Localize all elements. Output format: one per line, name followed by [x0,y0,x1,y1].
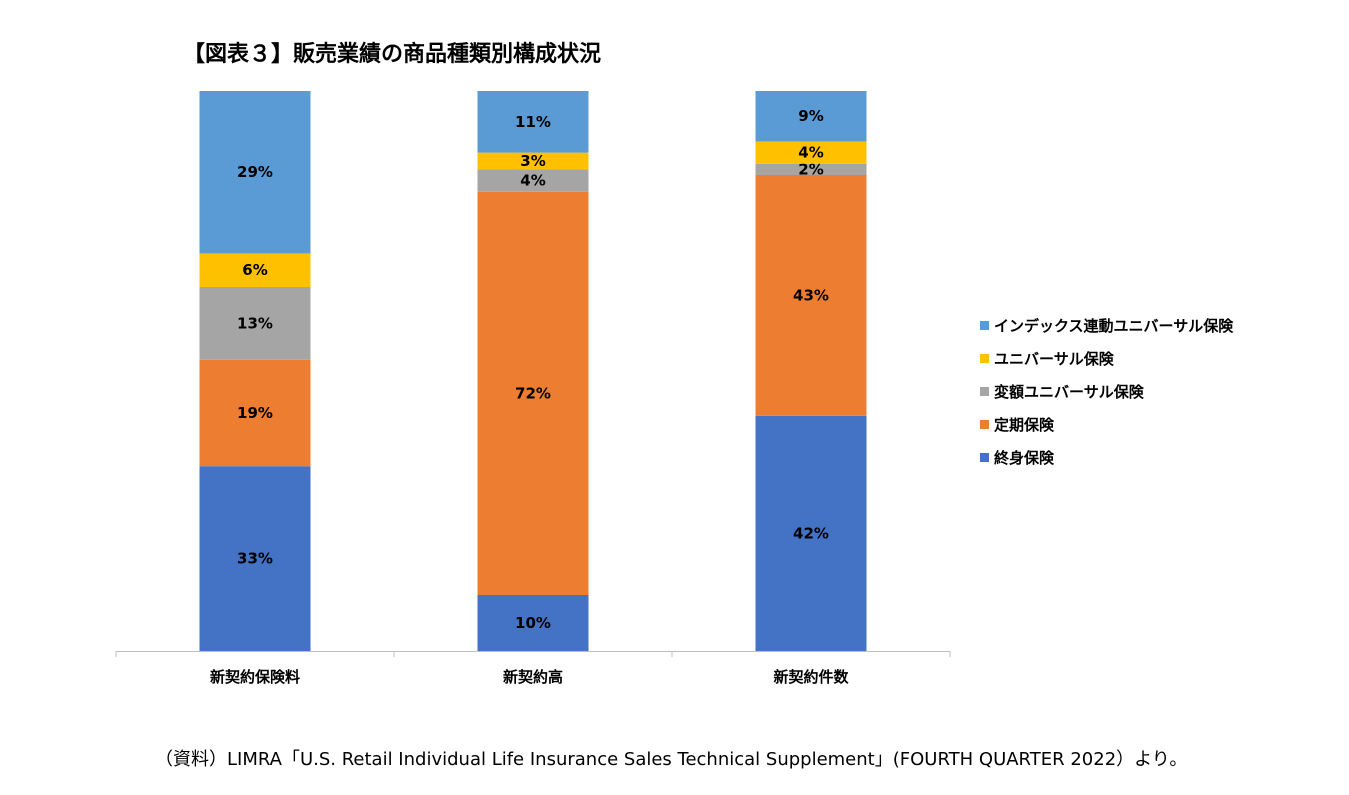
bar-segment [199,466,311,651]
data-label: 3% [520,152,545,170]
bar-segment [477,595,589,651]
bar-segment [755,141,867,164]
bar-segment [199,359,311,467]
chart-title: 【図表３】販売業績の商品種類別構成状況 [183,42,602,67]
legend-label: インデックス連動ユニバーサル保険 [994,317,1234,335]
bar-segment [199,91,311,254]
category-label: 新契約保険料 [210,668,300,686]
legend-item: ユニバーサル保険 [980,342,1233,375]
bar-segment [755,163,867,175]
bar-segment [477,191,589,596]
data-label: 42% [793,524,829,542]
bar-segment [755,415,867,651]
data-label: 29% [237,163,273,181]
legend-swatch [980,453,989,462]
data-label: 4% [798,144,823,162]
data-label: 10% [515,614,551,632]
data-label: 11% [515,113,551,131]
legend-item: 終身保険 [980,441,1233,474]
bar-segment [477,91,589,153]
legend-label: 変額ユニバーサル保険 [994,383,1144,401]
legend-label: 終身保険 [994,449,1055,467]
data-label: 13% [237,314,273,332]
bar-segment [199,287,311,360]
legend-label: ユニバーサル保険 [994,350,1114,368]
bar-segment [755,175,867,416]
bar-segment [755,91,867,142]
legend-swatch [980,321,989,330]
bar-segment [199,253,311,287]
legend-item: 変額ユニバーサル保険 [980,375,1233,408]
data-label: 19% [237,404,273,422]
category-label: 新契約高 [503,668,563,686]
bar-segment [477,152,589,170]
data-label: 4% [520,172,545,190]
bar-segment [477,169,589,192]
legend-item: インデックス連動ユニバーサル保険 [980,309,1233,342]
data-label: 43% [793,286,829,304]
data-label: 2% [798,160,823,178]
legend-swatch [980,387,989,396]
data-label: 72% [515,384,551,402]
legend-swatch [980,420,989,429]
legend-swatch [980,354,989,363]
data-label: 9% [798,107,823,125]
chart-legend: インデックス連動ユニバーサル保険 ユニバーサル保険変額ユニバーサル保険 定期保険終身… [980,309,1233,474]
legend-label: 定期保険 [994,416,1055,434]
legend-item: 定期保険 [980,408,1233,441]
data-label: 6% [242,261,267,279]
source-note: （資料）LIMRA「U.S. Retail Individual Life In… [155,749,1188,770]
category-label: 新契約件数 [773,668,849,686]
data-label: 33% [237,550,273,568]
